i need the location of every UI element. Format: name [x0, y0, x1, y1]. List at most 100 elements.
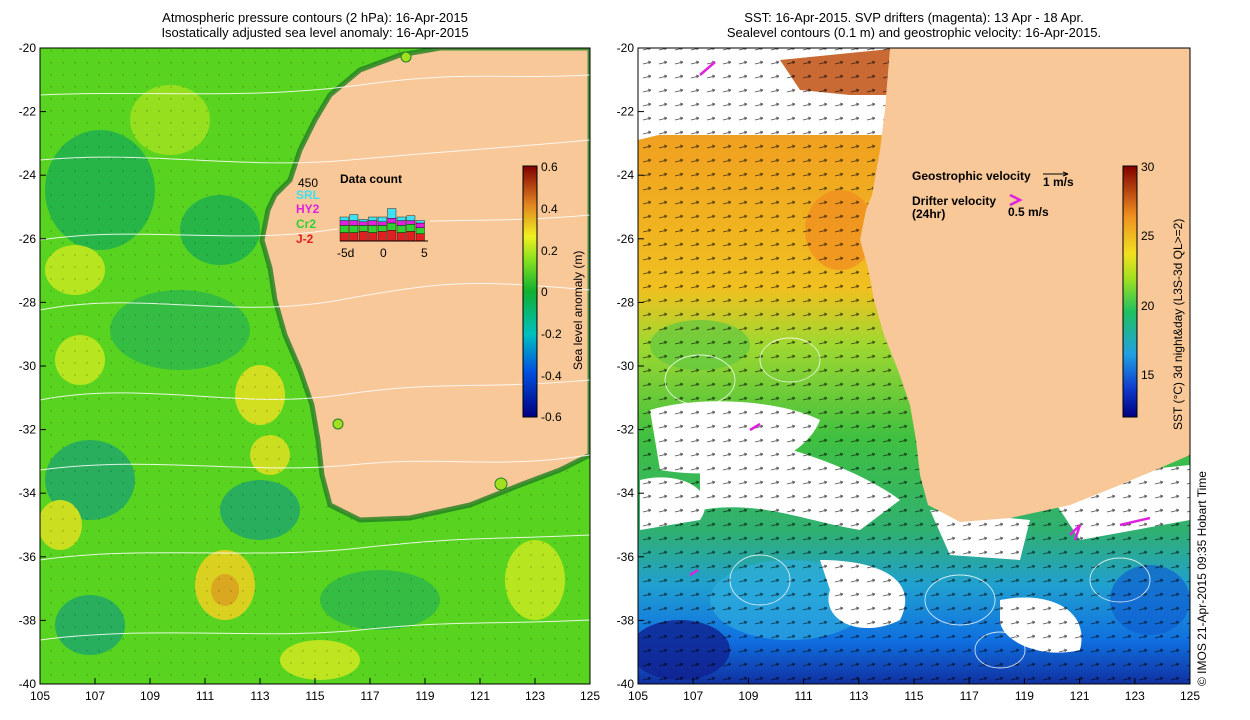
sla-colorbar: 0.6 0.4 0.2 0 -0.2 -0.4 -0.6 Sea level a… — [522, 160, 585, 424]
inset-bar-segment — [377, 231, 387, 242]
inset-bar-segment — [406, 231, 416, 242]
land-australia-right — [860, 48, 1190, 522]
left-xtick-label: 119 — [415, 689, 434, 703]
sat-hy2: HY2 — [296, 202, 320, 216]
inset-bar-segment — [339, 220, 349, 226]
left-xtick-label: 115 — [305, 689, 324, 703]
left-title-line2: Isostatically adjusted sea level anomaly… — [161, 25, 469, 40]
inset-bar-segment — [339, 232, 349, 242]
inset-xtick-1: 0 — [380, 246, 387, 260]
inset-bar-segment — [387, 229, 397, 242]
inset-bar-segment — [358, 225, 368, 232]
right-title-line2: Sealevel contours (0.1 m) and geostrophi… — [726, 25, 1102, 40]
left-ytick-label: -30 — [19, 359, 37, 373]
right-xtick-label: 123 — [1125, 689, 1145, 703]
inset-bar-segment — [368, 220, 378, 226]
sst-cb-tick-0: 30 — [1141, 160, 1155, 174]
inset-bar-segment — [415, 233, 425, 242]
left-xtick-label: 117 — [360, 689, 379, 703]
sst-cb-tick-1: 25 — [1141, 229, 1155, 243]
velocity-legend: Geostrophic velocity 1 m/s Drifter veloc… — [912, 169, 1074, 221]
left-ytick-label: -24 — [19, 168, 37, 182]
right-xtick-label: 117 — [960, 689, 979, 703]
right-ytick-label: -36 — [617, 550, 635, 564]
inset-bar-segment — [358, 219, 368, 222]
right-ytick-label: -26 — [617, 232, 635, 246]
sla-colorbar-gradient — [522, 165, 538, 418]
sla-cb-tick-3: 0 — [541, 285, 548, 299]
left-xtick-label: 111 — [196, 689, 215, 703]
left-xtick-label: 107 — [85, 689, 105, 703]
sst-cb-tick-2: 20 — [1141, 299, 1155, 313]
inset-bar-segment — [339, 216, 349, 221]
sla-cb-tick-1: 0.4 — [541, 202, 558, 216]
left-title: Atmospheric pressure contours (2 hPa): 1… — [40, 10, 590, 40]
inset-bar-segment — [415, 222, 425, 229]
axes: 105 107 109 111 113 115 117 119 121 123 125 -20 -22 -… — [19, 41, 1201, 703]
right-xtick-label: 115 — [904, 689, 923, 703]
geo-scale-label: 1 m/s — [1043, 175, 1074, 189]
left-ytick-label: -20 — [19, 41, 37, 55]
right-xtick-label: 121 — [1070, 689, 1090, 703]
right-ytick-label: -38 — [617, 613, 635, 627]
inset-bar-segment — [406, 215, 416, 221]
left-title-line1: Atmospheric pressure contours (2 hPa): 1… — [162, 10, 468, 25]
left-xtick-label: 125 — [580, 689, 600, 703]
left-ytick-label: -32 — [19, 423, 37, 437]
right-ytick-label: -20 — [617, 41, 635, 55]
sat-j2: J-2 — [296, 232, 314, 246]
left-xtick-label: 123 — [525, 689, 545, 703]
pressure-contours-left — [40, 74, 590, 641]
left-xtick-label: 121 — [470, 689, 490, 703]
inset-bar-segment — [387, 222, 397, 231]
credit-text: © IMOS 21-Apr-2015 09:35 Hobart Time — [1195, 471, 1209, 686]
sla-cb-tick-5: -0.4 — [541, 369, 562, 383]
inset-bar-segment — [396, 220, 406, 226]
right-ytick-label: -28 — [617, 295, 635, 309]
tide-gauges-left — [332, 51, 508, 491]
right-ytick-label: -30 — [617, 359, 635, 373]
sst-map — [638, 48, 1190, 684]
sst-cb-label: SST (°C) 3d night&day (L3S-3d QL>=2) — [1171, 219, 1185, 430]
right-xtick-label: 125 — [1180, 689, 1200, 703]
inset-bar-segment — [377, 221, 387, 226]
geo-velocity-label: Geostrophic velocity — [912, 169, 1031, 183]
sla-cb-label: Sea level anomaly (m) — [571, 251, 585, 370]
left-ytick-label: -22 — [19, 105, 37, 119]
inset-bar-segment — [415, 220, 425, 224]
inset-bars — [339, 208, 425, 242]
sla-cb-tick-2: 0.2 — [541, 244, 558, 258]
inset-bar-segment — [368, 216, 378, 221]
right-xtick-label: 111 — [794, 689, 813, 703]
left-ytick-label: -26 — [19, 232, 37, 246]
inset-bar-segment — [406, 223, 416, 232]
right-title: SST: 16-Apr-2015. SVP drifters (magenta)… — [638, 10, 1190, 40]
inset-bar-segment — [396, 216, 406, 221]
right-ytick-label: -34 — [617, 486, 635, 500]
inset-bar-segment — [396, 232, 406, 242]
inset-ymax: 450 — [298, 176, 318, 190]
inset-bar-segment — [377, 216, 387, 223]
left-ytick-label: -38 — [19, 613, 37, 627]
inset-bar-segment — [339, 225, 349, 233]
inset-bar-segment — [406, 220, 416, 225]
sst-contours — [664, 337, 1151, 669]
left-ytick-label: -36 — [19, 550, 37, 564]
drifter-tracks — [689, 61, 1151, 577]
sst-colorbar: 30 25 20 15 SST (°C) 3d night&day (L3S-3… — [1122, 160, 1185, 430]
drifter-scale-label: 0.5 m/s — [1008, 205, 1049, 219]
inset-bar-segment — [387, 217, 397, 224]
right-title-line1: SST: 16-Apr-2015. SVP drifters (magenta)… — [744, 10, 1084, 25]
inset-bar-segment — [415, 227, 425, 235]
right-xtick-label: 105 — [628, 689, 648, 703]
inset-bar-segment — [349, 232, 359, 242]
inset-bar-segment — [387, 208, 397, 219]
inset-bar-segment — [368, 232, 378, 242]
left-xtick-label: 105 — [30, 689, 50, 703]
right-xtick-label: 109 — [738, 689, 758, 703]
left-xtick-label: 113 — [250, 689, 269, 703]
sla-map — [40, 48, 590, 684]
inset-bar-segment — [396, 225, 406, 233]
data-count-inset: Data count 450 -5d 0 5 SRL HY2 Cr2 J-2 — [296, 172, 430, 260]
